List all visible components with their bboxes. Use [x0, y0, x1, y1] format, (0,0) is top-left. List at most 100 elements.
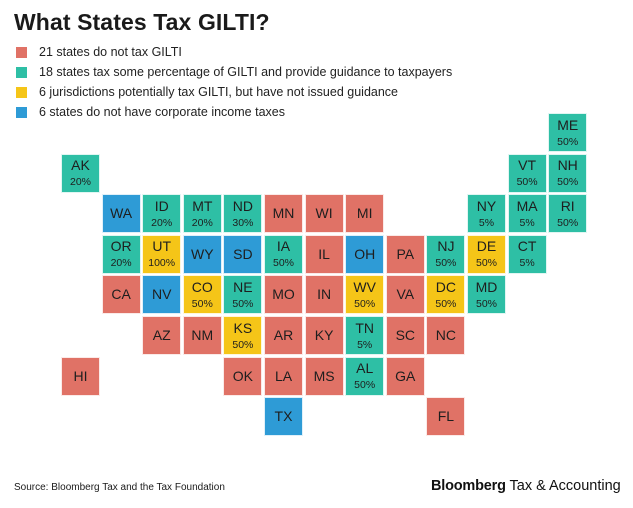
state-abbr: LA — [274, 367, 293, 384]
state-abbr: NC — [435, 327, 456, 343]
state-pct: 20% — [191, 216, 213, 229]
state-tile-ms: MS — [304, 356, 344, 396]
legend-item-some: 18 states tax some percentage of GILTI a… — [16, 62, 452, 82]
state-tile-nj: NJ 50% — [426, 234, 466, 274]
state-pct: 50% — [557, 135, 579, 148]
state-tile-ky: KY — [304, 316, 344, 355]
state-tile-tn: TN 5% — [345, 316, 385, 355]
state-abbr: AK — [71, 157, 90, 174]
state-tile-fl: FL — [426, 397, 466, 437]
state-tile-nd: ND 30% — [223, 194, 263, 234]
state-abbr: IL — [318, 245, 330, 262]
brand-name: Bloomberg — [431, 478, 506, 494]
state-tile-nh: NH 50% — [548, 153, 588, 193]
state-tile-mt: MT 20% — [182, 194, 222, 234]
state-tile-ma: MA 5% — [507, 194, 547, 234]
state-pct: 50% — [354, 379, 376, 392]
state-abbr: IN — [317, 286, 332, 303]
state-tile-il: IL — [304, 234, 344, 274]
brand-division: Tax & Accounting — [505, 478, 621, 494]
state-tile-ia: IA 50% — [264, 234, 303, 274]
state-pct: 50% — [435, 257, 457, 270]
state-abbr: CT — [517, 238, 537, 255]
source-note: Source: Bloomberg Tax and the Tax Founda… — [14, 482, 225, 493]
state-tile-ct: CT 5% — [507, 234, 547, 274]
state-tile-ar: AR — [264, 316, 303, 355]
state-tile-pa: PA — [385, 234, 425, 274]
state-abbr: KY — [314, 327, 334, 343]
state-abbr: NV — [151, 286, 172, 303]
state-tile-ks: KS 50% — [223, 316, 263, 355]
legend-label: 6 states do not have corporate income ta… — [39, 105, 285, 119]
state-pct: 50% — [516, 176, 538, 189]
state-abbr: CO — [191, 278, 213, 295]
state-abbr: NM — [191, 327, 214, 343]
state-abbr: FL — [437, 408, 455, 425]
legend-item-potential: 6 jurisdictions potentially tax GILTI, b… — [16, 82, 452, 102]
state-pct: 30% — [232, 216, 254, 229]
state-abbr: AR — [273, 327, 294, 343]
state-abbr: UT — [152, 238, 172, 255]
legend-label: 18 states tax some percentage of GILTI a… — [39, 65, 453, 79]
state-tile-wy: WY — [182, 234, 222, 274]
state-tile-sd: SD — [223, 234, 263, 274]
state-tile-ut: UT 100% — [142, 234, 182, 274]
state-tile-ok: OK — [223, 356, 263, 396]
state-pct: 50% — [435, 297, 457, 310]
state-pct: 50% — [191, 297, 213, 310]
state-tile-me: ME 50% — [548, 113, 588, 152]
state-tile-az: AZ — [142, 316, 182, 355]
state-abbr: VA — [396, 286, 415, 303]
state-abbr: MI — [356, 205, 373, 222]
state-abbr: TN — [355, 319, 375, 336]
state-abbr: KS — [233, 319, 253, 336]
state-abbr: WA — [110, 205, 133, 222]
state-abbr: MA — [516, 197, 538, 214]
state-pct: 5% — [519, 216, 535, 229]
state-tile-wa: WA — [101, 194, 141, 234]
state-tile-dc: DC 50% — [426, 275, 466, 315]
state-abbr: AL — [356, 360, 374, 377]
legend-label: 6 jurisdictions potentially tax GILTI, b… — [39, 85, 399, 99]
state-abbr: WY — [191, 245, 214, 262]
legend-swatch — [16, 86, 27, 98]
state-abbr: WV — [353, 278, 376, 295]
state-abbr: MO — [272, 286, 295, 303]
state-abbr: TX — [274, 408, 293, 425]
state-abbr: WI — [315, 205, 333, 222]
state-pct: 20% — [110, 257, 132, 270]
state-abbr: ME — [557, 116, 579, 133]
state-abbr: IA — [276, 238, 291, 255]
state-tile-ny: NY 5% — [467, 194, 506, 234]
legend-item-nocorp: 6 states do not have corporate income ta… — [16, 102, 452, 122]
state-abbr: AZ — [152, 327, 171, 343]
brand-logo: Bloomberg Tax & Accounting — [431, 478, 621, 494]
state-pct: 50% — [232, 297, 254, 310]
state-pct: 5% — [478, 216, 495, 229]
state-pct: 50% — [272, 257, 294, 270]
state-abbr: NE — [233, 278, 253, 295]
state-tile-al: AL 50% — [345, 356, 385, 396]
state-abbr: OH — [354, 245, 376, 262]
state-tile-la: LA — [264, 356, 303, 396]
legend-swatch — [16, 46, 27, 58]
state-tile-in: IN — [304, 275, 344, 315]
state-abbr: ID — [154, 197, 169, 214]
state-pct: 50% — [475, 257, 497, 270]
state-pct: 50% — [557, 176, 579, 189]
state-abbr: NY — [476, 197, 497, 214]
state-pct: 50% — [557, 216, 579, 229]
state-tile-id: ID 20% — [142, 194, 182, 234]
state-abbr: SC — [395, 327, 416, 343]
state-abbr: MN — [272, 205, 295, 222]
state-tile-tx: TX — [264, 397, 303, 437]
state-tile-oh: OH — [345, 234, 385, 274]
state-abbr: SD — [233, 245, 253, 262]
state-abbr: DC — [435, 278, 456, 295]
legend-item-none: 21 states do not tax GILTI — [16, 42, 452, 62]
state-tile-de: DE 50% — [467, 234, 506, 274]
state-pct: 5% — [357, 338, 373, 351]
state-tile-wi: WI — [304, 194, 344, 234]
state-tile-ne: NE 50% — [223, 275, 263, 315]
state-tile-mo: MO — [264, 275, 303, 315]
